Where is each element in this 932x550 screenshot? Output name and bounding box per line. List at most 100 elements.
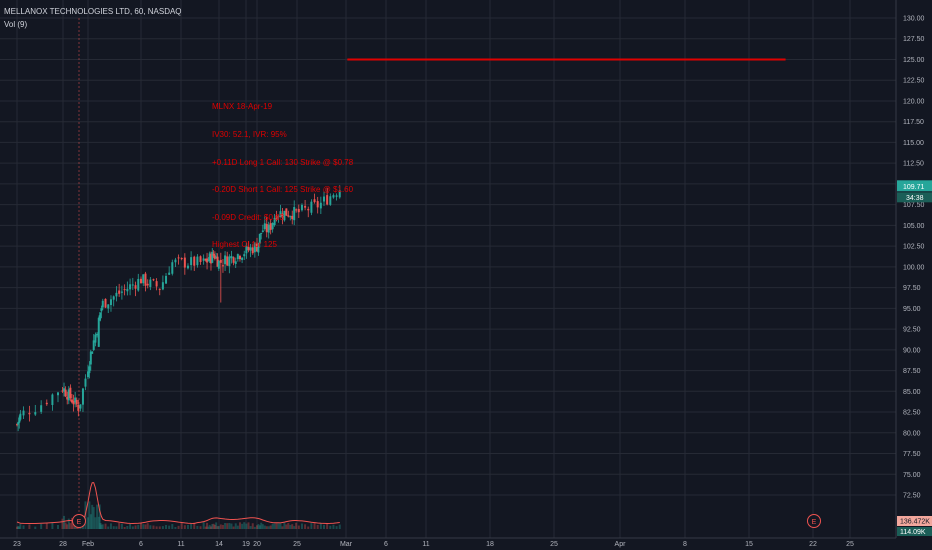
volume-indicator-label[interactable]: Vol (9) [4, 20, 28, 29]
y-tick-label: 127.50 [903, 36, 925, 43]
volume-bar [211, 524, 214, 529]
earnings-marker[interactable]: E [72, 514, 86, 528]
candle-body [212, 253, 215, 256]
candle-body [258, 233, 261, 244]
volume-bar [193, 522, 196, 529]
candle-body [115, 292, 118, 297]
volume-bar [283, 522, 286, 529]
y-tick-label: 97.50 [903, 285, 921, 292]
countdown-badge [897, 192, 932, 203]
volume-bar [241, 523, 244, 529]
trade-annotation[interactable]: MLNX 18-Apr-19 IV30: 52.1, IVR: 95% +0.1… [212, 84, 353, 268]
candle-body [89, 351, 92, 365]
candle-body [126, 288, 129, 292]
candle-body [211, 252, 214, 263]
candle-body [234, 261, 237, 265]
candle-body [267, 224, 270, 233]
candle-body [256, 243, 258, 252]
time-axis[interactable]: 23 28 Feb 6 11 14 19 20 25 Mar 6 11 18 25 Apr 8 15 22 25 [0, 537, 932, 550]
volume-bar [109, 523, 112, 529]
candle-body [287, 215, 290, 217]
candle-body [196, 256, 199, 266]
volume-bar [226, 523, 229, 529]
candle-body [202, 258, 205, 261]
candle-body [300, 204, 303, 211]
volume-bar [287, 523, 290, 529]
volume-bar [149, 525, 152, 529]
candle-body [96, 333, 99, 336]
candle-body [208, 253, 211, 262]
x-tick-label: 25 [293, 541, 301, 548]
candle-body [313, 199, 316, 203]
candle-body [213, 255, 216, 259]
candle-body [307, 208, 310, 211]
volume-bar [217, 526, 220, 529]
volume-bar [140, 522, 142, 529]
volume-bar [307, 526, 310, 529]
candle-body [257, 242, 260, 253]
volume-bar [165, 525, 168, 529]
volume-bar [115, 526, 118, 529]
candle-body [94, 334, 97, 343]
candle-body [319, 202, 322, 209]
y-tick-label: 95.00 [903, 306, 921, 313]
candle-body [215, 256, 218, 259]
volume-bar [258, 525, 261, 529]
candle-body [99, 312, 102, 316]
volume-bar [89, 514, 92, 529]
volume-bar [161, 526, 164, 529]
volume-bar [66, 524, 69, 529]
volume-bar [256, 525, 258, 529]
candle-body [232, 257, 235, 263]
volume-bar [91, 504, 94, 529]
volume-bar [245, 523, 248, 529]
candle-body [261, 230, 264, 232]
candle-body [18, 417, 21, 423]
candle-body [190, 257, 193, 266]
volume-bar [63, 515, 66, 529]
candle-body [66, 396, 69, 400]
x-tick-label: Feb [82, 541, 94, 548]
volume-bar [101, 524, 104, 529]
volume-bar [92, 507, 95, 529]
volume-bar [279, 523, 282, 529]
candle-body [316, 201, 319, 208]
y-tick-label: 72.50 [903, 493, 921, 500]
x-tick-label: 25 [550, 541, 558, 548]
volume-bar [230, 523, 233, 529]
candle-body [91, 351, 94, 354]
countdown-value: 34:38 [906, 195, 924, 202]
candle-body [260, 232, 263, 234]
volume-bar [168, 525, 171, 529]
volume-bar [171, 524, 174, 529]
x-tick-label: 28 [59, 541, 67, 548]
volume-bar [112, 526, 115, 529]
volume-bar [34, 526, 37, 529]
volume-bar [277, 523, 280, 529]
volume-bar [107, 526, 110, 529]
volume-bar [323, 524, 325, 529]
candle-body [249, 247, 252, 251]
volume-bar [94, 517, 97, 529]
candle-body [140, 278, 142, 284]
candle-body [243, 254, 246, 257]
volume-bar [300, 523, 303, 529]
y-tick-label: 100.00 [903, 264, 925, 271]
price-axis[interactable]: 130.00 127.50 125.00 122.50 120.00 117.50 115.… [895, 0, 932, 550]
candle-body [19, 413, 22, 420]
volume-bar [293, 526, 296, 529]
volume-bar [313, 522, 316, 529]
earnings-marker[interactable]: E [807, 514, 821, 528]
grid-lines [0, 0, 896, 538]
candle-body [269, 223, 272, 230]
volume-bar [69, 523, 72, 529]
candle-body [57, 392, 59, 396]
candle-body [295, 209, 298, 211]
candle-body [155, 281, 158, 287]
y-tick-label: 102.50 [903, 244, 925, 251]
y-tick-label: 120.00 [903, 98, 925, 105]
symbol-title[interactable]: MELLANOX TECHNOLOGIES LTD, 60, NASDAQ [4, 7, 182, 16]
